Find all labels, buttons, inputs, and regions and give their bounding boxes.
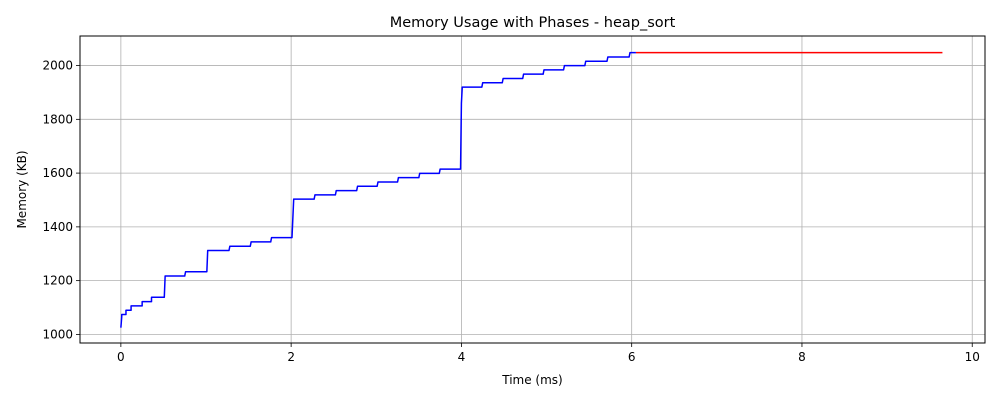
- x-tick-label: 10: [965, 350, 980, 364]
- x-tick-label: 0: [117, 350, 125, 364]
- y-tick-label: 1000: [42, 327, 73, 341]
- axis-ticks: 0 2 4 6 8 10 1000 1200 1400 1600 1800 2000: [42, 59, 979, 364]
- x-tick-label: 6: [628, 350, 636, 364]
- y-tick-label: 1400: [42, 220, 73, 234]
- y-axis-label: Memory (KB): [15, 150, 29, 228]
- y-tick-label: 1800: [42, 112, 73, 126]
- y-tick-label: 1600: [42, 166, 73, 180]
- x-tick-label: 8: [798, 350, 806, 364]
- y-tick-label: 1200: [42, 274, 73, 288]
- plot-frame: [79, 35, 986, 344]
- grid-lines: [80, 36, 985, 343]
- y-tick-label: 2000: [42, 59, 73, 73]
- x-tick-label: 2: [287, 350, 295, 364]
- x-axis-label: Time (ms): [501, 373, 563, 387]
- series-line-1: [120, 51, 636, 328]
- data-series: [120, 51, 943, 328]
- chart-title: Memory Usage with Phases - heap_sort: [390, 15, 676, 31]
- x-tick-label: 4: [458, 350, 466, 364]
